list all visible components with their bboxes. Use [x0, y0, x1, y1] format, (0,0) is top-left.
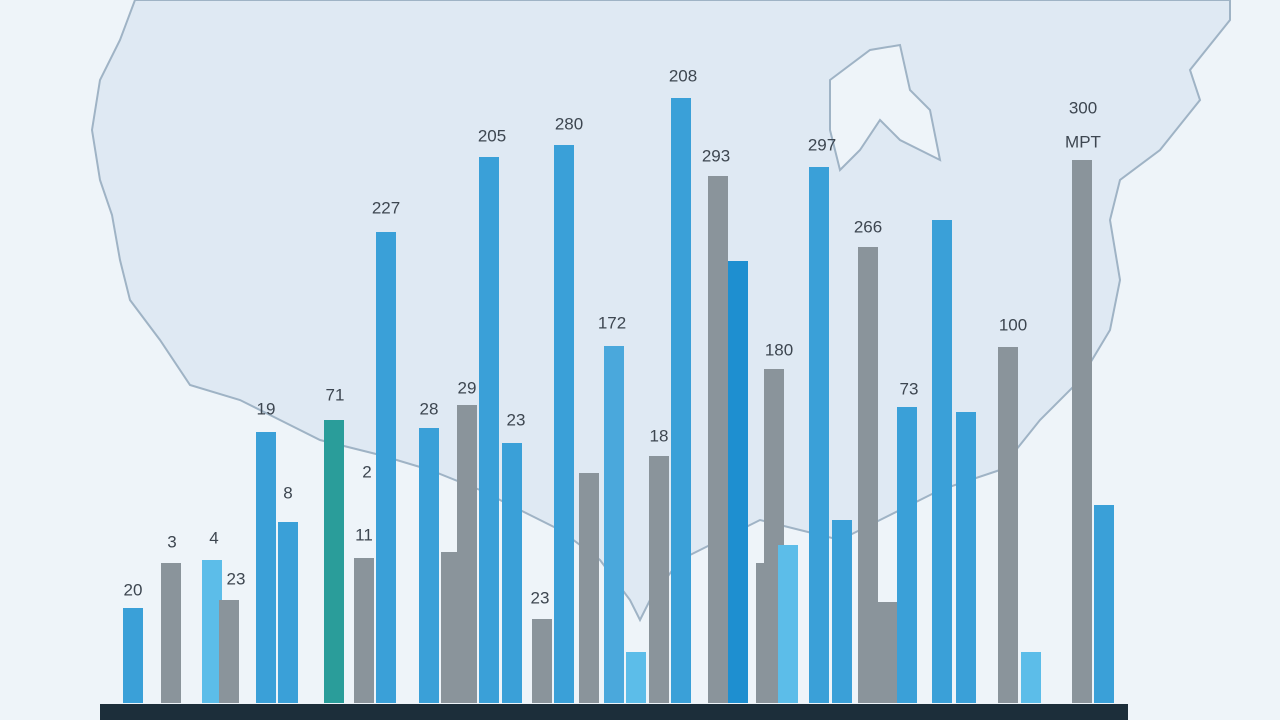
bar — [502, 443, 522, 703]
bar-label: 3 — [167, 532, 176, 551]
bar — [457, 405, 477, 703]
bar — [278, 522, 298, 703]
bar-label: 28 — [420, 399, 439, 418]
bar-label: 29 — [458, 378, 477, 397]
bar — [649, 456, 669, 703]
bar-label: 2 — [362, 462, 371, 481]
bar-label: 11 — [355, 525, 373, 544]
bar — [897, 407, 917, 703]
bar-label: 266 — [854, 217, 882, 236]
bar — [708, 176, 728, 703]
bar — [626, 652, 646, 703]
bar-label: 293 — [702, 146, 730, 165]
bar-label: 172 — [598, 313, 626, 332]
bar-label: 208 — [669, 66, 697, 85]
bar — [479, 157, 499, 703]
bar — [1094, 505, 1114, 703]
bar — [998, 347, 1018, 703]
bar-label: 227 — [372, 198, 400, 217]
bar-label: 8 — [283, 483, 292, 502]
bar — [354, 558, 374, 703]
bar — [832, 520, 852, 703]
bar-label: 73 — [900, 379, 919, 398]
bar — [604, 346, 624, 703]
bar-label: 205 — [478, 126, 506, 145]
bar — [956, 412, 976, 703]
bar — [579, 473, 599, 703]
bar — [728, 261, 748, 703]
bar — [324, 420, 344, 703]
bar-label: 23 — [531, 588, 550, 607]
bar — [256, 432, 276, 703]
bar — [858, 247, 878, 703]
bar-label: 18 — [650, 426, 669, 445]
bar — [878, 602, 898, 703]
bar — [809, 167, 829, 703]
bar-label: 4 — [209, 528, 218, 547]
bar — [202, 560, 222, 703]
bar — [161, 563, 181, 703]
bar-label: 297 — [808, 135, 836, 154]
bar-label: 71 — [326, 385, 345, 404]
bar — [376, 232, 396, 703]
bar-label: MPT — [1065, 132, 1101, 151]
bar — [123, 608, 143, 703]
bar-label: 100 — [999, 315, 1027, 334]
bar-label: 20 — [124, 580, 143, 599]
bar — [932, 220, 952, 703]
bar-label: 180 — [765, 340, 793, 359]
bar — [419, 428, 439, 703]
bar-label: 19 — [257, 399, 276, 418]
bar — [1021, 652, 1041, 703]
bar-label: 23 — [507, 410, 526, 429]
bar — [778, 545, 798, 703]
bar — [219, 600, 239, 703]
bar — [441, 552, 461, 703]
bar-label: 300 — [1069, 98, 1097, 117]
bar-label: 280 — [555, 114, 583, 133]
bar — [1072, 160, 1092, 703]
bar — [554, 145, 574, 703]
baseline — [100, 704, 1128, 720]
bar-label: 23 — [227, 569, 246, 588]
bar — [532, 619, 552, 703]
lake — [829, 43, 942, 172]
bar — [671, 98, 691, 703]
